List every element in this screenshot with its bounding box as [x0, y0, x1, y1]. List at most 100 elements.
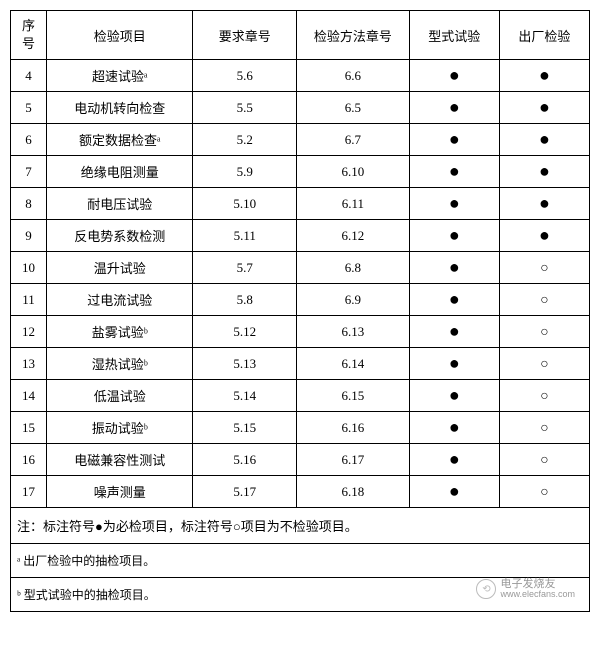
cell-factory-test: ●: [499, 92, 589, 124]
cell-factory-test: ○: [499, 444, 589, 476]
cell-type-test: ●: [409, 316, 499, 348]
cell-type-test: ●: [409, 252, 499, 284]
cell-item: 反电势系数检测: [47, 220, 193, 252]
cell-method: 6.9: [297, 284, 410, 316]
header-type-test: 型式试验: [409, 11, 499, 60]
hollow-circle-icon: ○: [540, 421, 548, 436]
table-row: 15振动试验ᵇ5.156.16●○: [11, 412, 590, 444]
cell-seq: 11: [11, 284, 47, 316]
header-method: 检验方法章号: [297, 11, 410, 60]
cell-factory-test: ●: [499, 124, 589, 156]
cell-type-test: ●: [409, 220, 499, 252]
hollow-circle-icon: ○: [540, 453, 548, 468]
cell-factory-test: ○: [499, 412, 589, 444]
filled-dot-icon: ●: [539, 225, 550, 245]
cell-item: 额定数据检查ᵃ: [47, 124, 193, 156]
cell-method: 6.8: [297, 252, 410, 284]
cell-item: 噪声测量: [47, 476, 193, 508]
table-row: 9反电势系数检测5.116.12 ● ●: [11, 220, 590, 252]
filled-dot-icon: ●: [539, 97, 550, 117]
cell-method: 6.13: [297, 316, 410, 348]
cell-item: 过电流试验: [47, 284, 193, 316]
cell-type-test: ●: [409, 92, 499, 124]
cell-req: 5.14: [193, 380, 297, 412]
header-item: 检验项目: [47, 11, 193, 60]
footnote-a-row: ᵃ 出厂检验中的抽检项目。: [11, 544, 590, 578]
cell-factory-test: ●: [499, 220, 589, 252]
filled-dot-icon: ●: [449, 257, 460, 277]
cell-method: 6.6: [297, 60, 410, 92]
table-row: 17噪声测量5.176.18●○: [11, 476, 590, 508]
filled-dot-icon: ●: [449, 289, 460, 309]
cell-type-test: ●: [409, 348, 499, 380]
filled-dot-icon: ●: [449, 161, 460, 181]
filled-dot-icon: ●: [449, 193, 460, 213]
cell-seq: 17: [11, 476, 47, 508]
cell-req: 5.16: [193, 444, 297, 476]
filled-dot-icon: ●: [449, 385, 460, 405]
cell-factory-test: ○: [499, 316, 589, 348]
filled-dot-icon: ●: [449, 129, 460, 149]
table-row: 16电磁兼容性测试5.166.17●○: [11, 444, 590, 476]
header-seq: 序号: [11, 11, 47, 60]
cell-req: 5.17: [193, 476, 297, 508]
cell-req: 5.7: [193, 252, 297, 284]
filled-dot-icon: ●: [449, 449, 460, 469]
cell-method: 6.14: [297, 348, 410, 380]
cell-item: 耐电压试验: [47, 188, 193, 220]
cell-type-test: ●: [409, 60, 499, 92]
footnote-a-text: ᵃ 出厂检验中的抽检项目。: [11, 544, 590, 578]
cell-req: 5.11: [193, 220, 297, 252]
cell-method: 6.16: [297, 412, 410, 444]
watermark-text-block: 电子发烧友 www.elecfans.com: [500, 578, 575, 600]
filled-dot-icon: ●: [449, 321, 460, 341]
table-row: 6额定数据检查ᵃ5.26.7●●: [11, 124, 590, 156]
cell-factory-test: ○: [499, 284, 589, 316]
cell-factory-test: ●: [499, 188, 589, 220]
cell-req: 5.15: [193, 412, 297, 444]
cell-method: 6.12: [297, 220, 410, 252]
cell-type-test: ●: [409, 156, 499, 188]
cell-type-test: ●: [409, 476, 499, 508]
filled-dot-icon: ●: [449, 353, 460, 373]
hollow-circle-icon: ○: [540, 357, 548, 372]
cell-factory-test: ●: [499, 156, 589, 188]
cell-seq: 12: [11, 316, 47, 348]
cell-req: 5.8: [193, 284, 297, 316]
table-row: 4超速试验ᵃ5.66.6●●: [11, 60, 590, 92]
filled-dot-icon: ●: [449, 65, 460, 85]
filled-dot-icon: ●: [539, 129, 550, 149]
table-row: 8耐电压试验5.106.11●●: [11, 188, 590, 220]
cell-method: 6.17: [297, 444, 410, 476]
table-row: 10温升试验5.76.8●○: [11, 252, 590, 284]
cell-item: 温升试验: [47, 252, 193, 284]
cell-type-test: ●: [409, 444, 499, 476]
cell-req: 5.9: [193, 156, 297, 188]
cell-type-test: ●: [409, 412, 499, 444]
cell-method: 6.10: [297, 156, 410, 188]
note-text: 注：标注符号●为必检项目，标注符号○项目为不检验项目。: [11, 508, 590, 544]
cell-req: 5.12: [193, 316, 297, 348]
cell-item: 低温试验: [47, 380, 193, 412]
cell-seq: 8: [11, 188, 47, 220]
cell-seq: 7: [11, 156, 47, 188]
cell-type-test: ●: [409, 188, 499, 220]
cell-seq: 9: [11, 220, 47, 252]
header-req: 要求章号: [193, 11, 297, 60]
filled-dot-icon: ●: [449, 225, 460, 245]
watermark-url: www.elecfans.com: [500, 590, 575, 600]
cell-method: 6.7: [297, 124, 410, 156]
cell-item: 绝缘电阻测量: [47, 156, 193, 188]
cell-method: 6.5: [297, 92, 410, 124]
cell-seq: 16: [11, 444, 47, 476]
inspection-table: 序号 检验项目 要求章号 检验方法章号 型式试验 出厂检验 4超速试验ᵃ5.66…: [10, 10, 590, 612]
cell-method: 6.18: [297, 476, 410, 508]
header-factory-test: 出厂检验: [499, 11, 589, 60]
cell-type-test: ●: [409, 380, 499, 412]
cell-item: 湿热试验ᵇ: [47, 348, 193, 380]
cell-seq: 14: [11, 380, 47, 412]
cell-factory-test: ○: [499, 252, 589, 284]
cell-factory-test: ●: [499, 60, 589, 92]
cell-method: 6.11: [297, 188, 410, 220]
cell-item: 超速试验ᵃ: [47, 60, 193, 92]
